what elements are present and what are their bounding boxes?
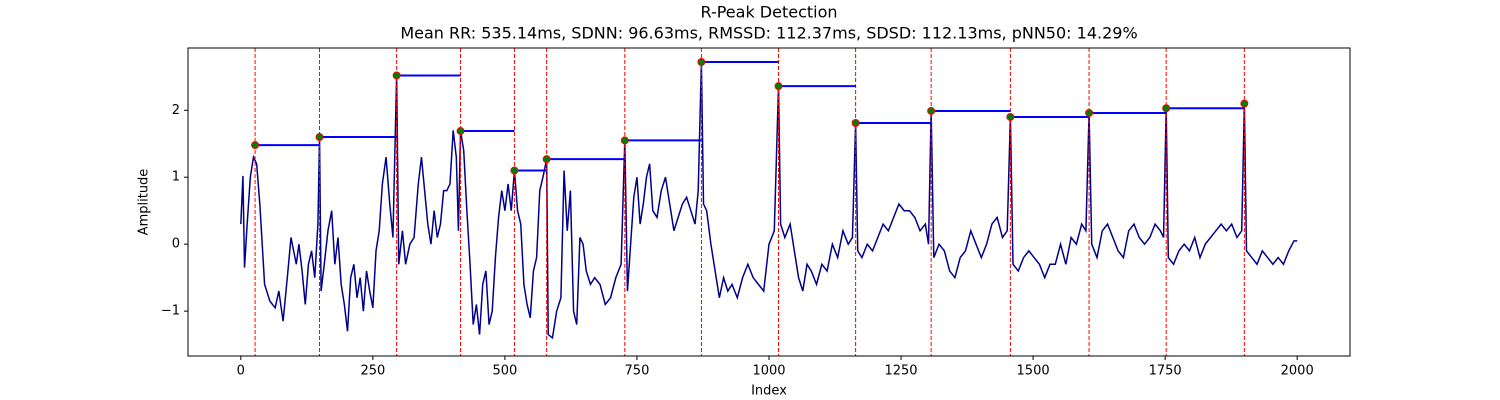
- peak-marker: [510, 166, 519, 175]
- peak-marker: [251, 141, 260, 150]
- x-tick-label: 1500: [1017, 364, 1050, 379]
- peak-marker: [1006, 112, 1015, 121]
- x-tick-label: 500: [492, 364, 517, 379]
- peak-marker: [774, 82, 783, 91]
- signal-line: [240, 62, 1298, 340]
- chart-subtitle: Mean RR: 535.14ms, SDNN: 96.63ms, RMSSD:…: [400, 24, 1137, 43]
- peak-marker: [927, 106, 936, 115]
- x-tick-label: 1000: [752, 364, 785, 379]
- peak-marker: [1240, 99, 1249, 108]
- y-tick-label: −1: [161, 304, 180, 319]
- peak-marker: [315, 133, 324, 142]
- y-tick-label: 1: [172, 170, 180, 185]
- x-tick-label: 1250: [884, 364, 917, 379]
- peak-marker: [697, 58, 706, 67]
- peak-marker: [392, 71, 401, 80]
- peak-marker: [1085, 108, 1094, 117]
- peak-marker: [1162, 104, 1171, 113]
- peak-marker: [542, 155, 551, 164]
- y-axis-label: Amplitude: [137, 169, 152, 236]
- peak-marker: [620, 136, 629, 145]
- y-tick-label: 0: [172, 237, 180, 252]
- x-tick-label: 0: [237, 364, 245, 379]
- y-tick-label: 2: [172, 103, 180, 118]
- peak-marker: [456, 127, 465, 136]
- x-tick-label: 250: [360, 364, 385, 379]
- peak-marker: [851, 118, 860, 127]
- plot-frame: [187, 47, 1351, 357]
- chart-title: R-Peak Detection: [700, 3, 837, 22]
- x-axis-label: Index: [751, 384, 787, 399]
- x-tick-label: 1750: [1149, 364, 1182, 379]
- x-tick-label: 2000: [1281, 364, 1314, 379]
- x-tick-label: 750: [625, 364, 650, 379]
